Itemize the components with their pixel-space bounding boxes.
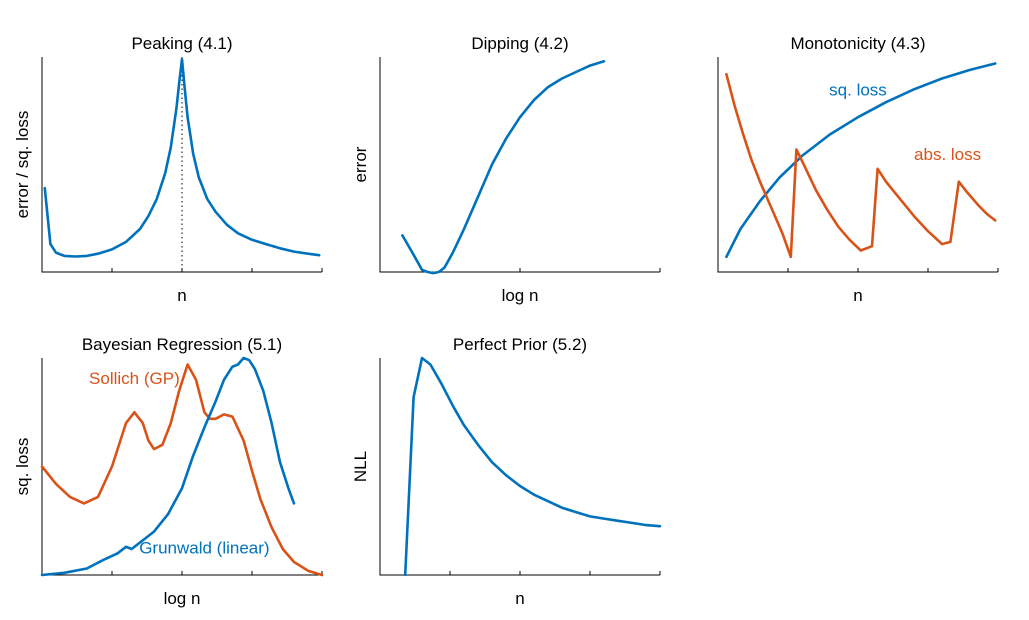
axes-lines (41, 57, 322, 273)
series-line-series-1 (43, 57, 321, 258)
chart-title: Peaking (4.1) (131, 34, 232, 53)
series-line-series-1 (401, 59, 606, 275)
chart-title: Bayesian Regression (5.1) (82, 335, 282, 354)
x-axis-label: n (515, 589, 524, 608)
chart-panel-2: Dipping (4.2) log n error (351, 34, 661, 305)
x-axis-label: log n (502, 286, 539, 305)
chart-panel-4: Bayesian Regression (5.1) log n sq. loss So… (13, 335, 324, 608)
y-axis-label: error (351, 146, 370, 182)
chart-title: Perfect Prior (5.2) (453, 335, 587, 354)
series-annotation: Grunwald (linear) (139, 538, 269, 557)
series-annotation: sq. loss (829, 81, 887, 100)
y-axis-label: sq. loss (13, 438, 32, 496)
chart-panel-1: Peaking (4.1) n error / sq. loss (13, 34, 323, 305)
series-line-sq-loss (725, 62, 997, 259)
series-annotation: Sollich (GP) (89, 369, 180, 388)
y-axis-label: NLL (351, 451, 370, 482)
x-axis-label: n (177, 286, 186, 305)
x-axis-label: n (853, 286, 862, 305)
axes-lines (379, 57, 660, 273)
series-annotation: abs. loss (914, 145, 981, 164)
series-line-series-1 (403, 356, 662, 577)
series-line-grunwald-linear (40, 356, 296, 577)
chart-title: Dipping (4.2) (471, 34, 568, 53)
y-axis-label: error / sq. loss (13, 111, 32, 219)
series-line-sollich-gp (40, 363, 324, 577)
axes-lines (717, 57, 998, 273)
axes-lines (379, 358, 660, 576)
series-line-abs-loss (725, 72, 997, 259)
chart-title: Monotonicity (4.3) (790, 34, 925, 53)
x-axis-label: log n (164, 589, 201, 608)
chart-panel-3: Monotonicity (4.3) n sq. loss abs. loss (717, 34, 999, 305)
chart-panel-5: Perfect Prior (5.2) n NLL (351, 335, 662, 608)
